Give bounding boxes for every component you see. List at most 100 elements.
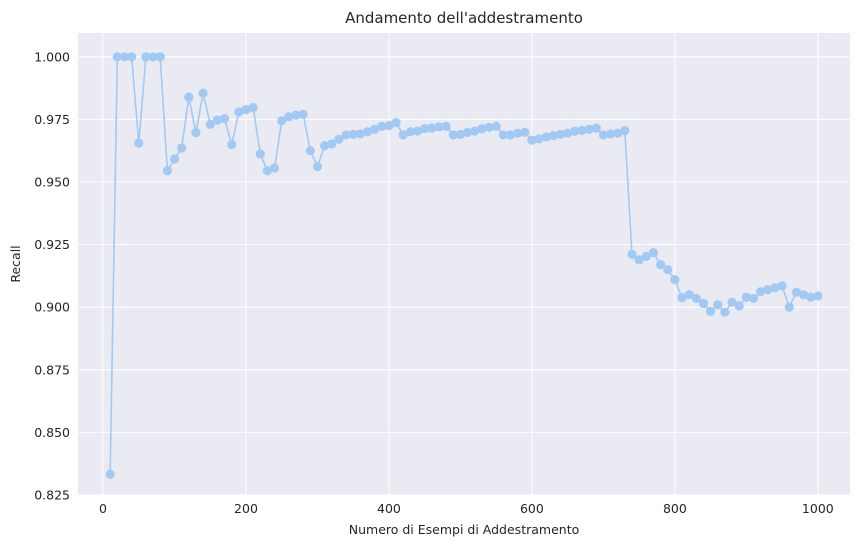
data-point (384, 121, 394, 131)
data-point (370, 124, 380, 135)
y-tick-label: 0.950 (34, 174, 70, 189)
data-point (405, 127, 415, 137)
data-point (191, 128, 201, 138)
data-point (219, 114, 230, 124)
x-axis-label: Numero di Esempi di Addestramento (349, 522, 580, 537)
data-point (155, 52, 165, 62)
data-point (570, 126, 580, 137)
data-point (262, 166, 273, 176)
data-point (341, 130, 351, 140)
data-point (148, 52, 158, 62)
data-point (470, 126, 480, 136)
data-point (327, 139, 337, 149)
data-point (248, 103, 258, 113)
data-point (391, 118, 401, 128)
data-point (598, 130, 608, 140)
data-point (663, 265, 673, 275)
data-point (198, 88, 208, 98)
data-point (334, 134, 344, 144)
data-point (555, 129, 566, 140)
x-tick-label: 600 (520, 501, 544, 516)
data-point (420, 124, 430, 134)
data-point (720, 307, 730, 317)
data-point (112, 52, 122, 62)
data-point (541, 132, 551, 142)
data-point (563, 128, 573, 138)
data-point (184, 92, 194, 102)
data-point (320, 141, 330, 151)
data-point (756, 287, 766, 297)
data-point (212, 115, 222, 125)
data-point (734, 301, 744, 311)
data-point (706, 306, 716, 317)
data-point (534, 134, 544, 144)
data-point (513, 128, 523, 138)
y-tick-label: 0.850 (34, 425, 70, 440)
data-point (627, 249, 637, 259)
data-point (305, 146, 315, 156)
data-point (398, 130, 408, 140)
data-point (362, 127, 373, 137)
x-tick-label: 400 (377, 501, 401, 516)
data-point (412, 126, 423, 136)
data-point (234, 107, 244, 117)
data-point (670, 275, 680, 285)
data-point (641, 251, 651, 261)
data-point (613, 128, 623, 138)
y-tick-label: 0.900 (34, 300, 70, 315)
data-point (748, 293, 759, 304)
data-point (462, 127, 473, 138)
data-point (441, 121, 451, 132)
data-point (727, 297, 737, 307)
data-point (584, 124, 594, 135)
data-point (484, 122, 494, 133)
data-point (691, 293, 701, 304)
data-point (520, 127, 530, 138)
data-series (105, 52, 823, 479)
data-point (605, 129, 616, 139)
x-tick-label: 1000 (802, 501, 834, 516)
data-point (491, 121, 501, 132)
data-point (434, 122, 444, 132)
data-point (448, 130, 458, 140)
data-point (477, 124, 487, 134)
data-point (655, 260, 666, 270)
data-point (577, 125, 587, 136)
tick-labels: 0 200 400 600 800 1000 0.825 0.850 0.875 0.900 0.9… (34, 49, 834, 516)
chart-title: Andamento dell'addestramento (345, 9, 583, 27)
data-point (498, 130, 508, 140)
data-point (455, 129, 466, 140)
data-point (141, 52, 151, 62)
data-point (648, 248, 659, 258)
data-point (312, 161, 323, 172)
data-point (548, 131, 558, 141)
data-point (798, 290, 809, 300)
data-point (134, 138, 144, 148)
data-point (777, 281, 787, 291)
data-point (806, 292, 816, 302)
data-point (741, 292, 751, 302)
data-point (169, 154, 180, 164)
data-point (227, 140, 237, 150)
data-point (698, 298, 709, 309)
data-point (770, 283, 780, 293)
data-point (813, 291, 823, 301)
plot-area (78, 33, 850, 495)
data-point (427, 123, 437, 133)
data-point (677, 293, 687, 303)
data-point (620, 126, 630, 136)
data-point (241, 105, 251, 115)
data-point (634, 255, 644, 265)
data-point (177, 143, 187, 153)
data-point (162, 166, 172, 176)
data-point (348, 129, 358, 140)
data-point (291, 110, 301, 120)
data-point (763, 285, 773, 295)
data-point (684, 290, 694, 300)
data-point (269, 163, 280, 173)
x-tick-label: 800 (663, 501, 687, 516)
y-axis-label: Recall (8, 245, 23, 282)
y-tick-label: 1.000 (34, 49, 70, 64)
data-point (505, 130, 516, 140)
